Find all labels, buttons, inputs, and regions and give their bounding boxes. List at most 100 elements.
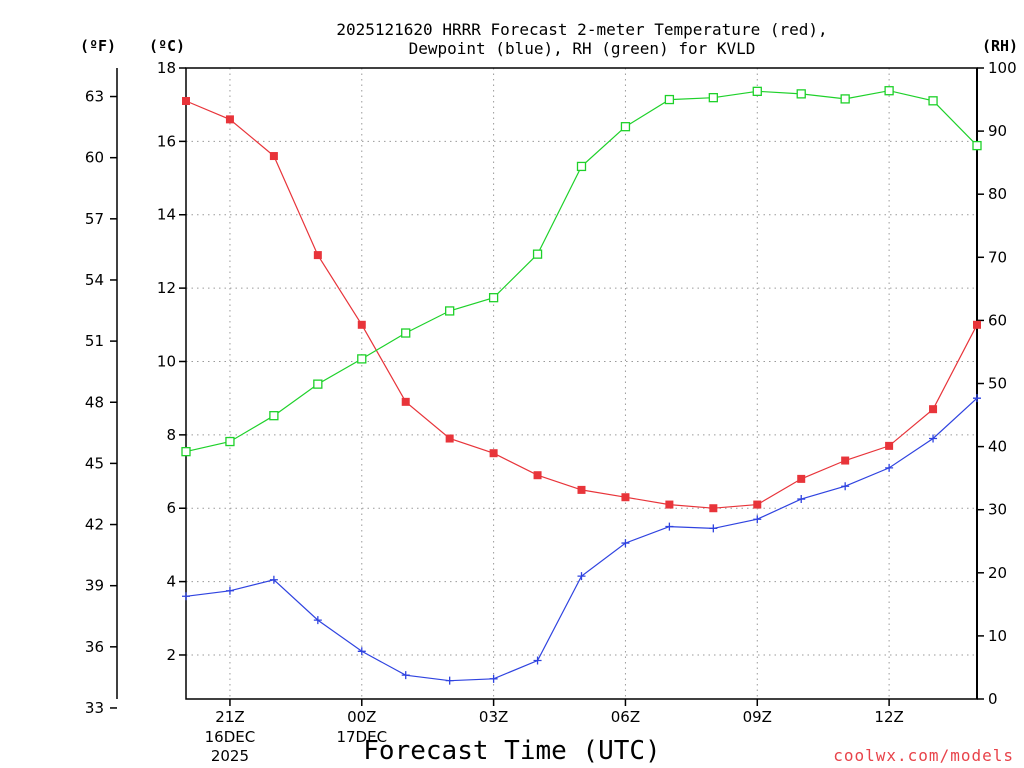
time-tick-label: 03Z <box>479 708 508 726</box>
rh-point <box>445 306 455 316</box>
time-tick-date: 17DEC <box>336 728 387 746</box>
celsius-tick-label: 4 <box>166 573 176 591</box>
rh-point <box>752 86 762 96</box>
rh-unit-label: (RH) <box>982 37 1018 55</box>
fahrenheit-tick-label: 51 <box>85 332 104 350</box>
chart-title-line2: Dewpoint (blue), RH (green) for KVLD <box>409 39 756 58</box>
celsius-tick-label: 2 <box>166 646 176 664</box>
data-series <box>181 86 982 685</box>
fahrenheit-tick-label: 36 <box>85 638 104 656</box>
celsius-tick-label: 14 <box>157 206 176 224</box>
dewpoint-point <box>225 586 234 595</box>
2-meter-temperature-point <box>577 485 586 494</box>
dewpoint-point <box>973 394 981 403</box>
dewpoint-point <box>357 647 366 656</box>
dewpoint-point <box>269 575 278 584</box>
2-meter-temperature-point <box>665 500 674 509</box>
celsius-tick-label: 10 <box>157 352 176 370</box>
rh-tick-label: 80 <box>988 185 1007 203</box>
fahrenheit-tick-label: 48 <box>85 393 104 411</box>
time-tick-label: 00Z <box>347 708 376 726</box>
dewpoint-point <box>885 463 894 472</box>
dewpoint-point <box>665 522 674 531</box>
dewpoint-point <box>841 482 850 491</box>
rh-point <box>576 161 587 172</box>
2-meter-temperature-point <box>269 152 278 161</box>
grid-lines <box>186 68 977 699</box>
rh-line <box>185 90 978 453</box>
rh-point <box>972 140 982 151</box>
rh-point <box>401 328 411 338</box>
fahrenheit-tick-label: 54 <box>85 271 104 289</box>
dewpoint-point <box>929 434 938 443</box>
rh-point <box>620 122 631 132</box>
time-tick-year: 2025 <box>211 747 249 765</box>
celsius-tick-label: 6 <box>166 499 176 517</box>
rh-point <box>928 96 938 106</box>
2-meter-temperature-point <box>357 320 366 329</box>
rh-tick-label: 70 <box>988 248 1007 266</box>
time-tick-date: 16DEC <box>205 728 256 746</box>
fahrenheit-tick-label: 60 <box>85 149 104 167</box>
dewpoint-point <box>313 616 322 625</box>
x-axis-title: Forecast Time (UTC) <box>363 736 660 766</box>
fahrenheit-tick-label: 45 <box>85 454 104 472</box>
dewpoint-point <box>797 495 806 504</box>
rh-point <box>664 94 675 105</box>
rh-tick-label: 100 <box>988 59 1017 77</box>
rh-point <box>796 89 806 99</box>
credit-text: coolwx.com/models <box>833 746 1014 765</box>
dewpoint-point <box>401 671 410 680</box>
rh-point <box>532 249 543 259</box>
rh-tick-label: 30 <box>988 501 1007 519</box>
celsius-tick-label: 8 <box>166 426 176 444</box>
2-meter-temperature-point <box>841 456 850 465</box>
rh-point <box>181 446 191 457</box>
rh-tick-label: 60 <box>988 311 1007 329</box>
2-meter-temperature-point <box>445 434 454 443</box>
fahrenheit-tick-label: 33 <box>85 699 104 717</box>
dewpoint-point <box>533 656 542 665</box>
rh-point <box>488 293 499 303</box>
2-meter-temperature-point <box>489 449 498 458</box>
dewpoint-point <box>753 515 762 524</box>
time-tick-label: 12Z <box>874 708 903 726</box>
rh-point <box>313 379 323 389</box>
fahrenheit-unit-label: (ºF) <box>80 37 116 55</box>
2-meter-temperature-point <box>621 493 630 502</box>
dewpoint-line <box>185 397 978 682</box>
dewpoint-point <box>709 524 718 533</box>
celsius-tick-label: 12 <box>157 279 176 297</box>
fahrenheit-tick-label: 42 <box>85 516 104 534</box>
time-tick-label: 06Z <box>611 708 640 726</box>
rh-point <box>357 354 367 364</box>
chart-title-line1: 2025121620 HRRR Forecast 2-meter Tempera… <box>336 20 827 39</box>
2-meter-temperature-point <box>929 405 938 414</box>
2-meter-temperature-point <box>709 504 718 513</box>
fahrenheit-tick-label: 57 <box>85 210 104 228</box>
dewpoint-point <box>577 572 586 581</box>
rh-point <box>269 411 279 421</box>
rh-tick-label: 40 <box>988 438 1007 456</box>
rh-tick-label: 10 <box>988 627 1007 645</box>
rh-tick-label: 90 <box>988 122 1007 140</box>
2-meter-temperature-point <box>313 251 322 260</box>
dewpoint-point <box>489 674 498 683</box>
dewpoint-point <box>621 539 630 548</box>
celsius-tick-label: 18 <box>157 59 176 77</box>
2-meter-temperature-point <box>533 471 542 480</box>
rh-point <box>225 436 235 447</box>
dewpoint-point <box>182 592 190 601</box>
rh-tick-label: 50 <box>988 375 1007 393</box>
rh-point <box>708 93 718 103</box>
2-meter-temperature-point <box>885 441 894 450</box>
dewpoint-point <box>445 676 454 685</box>
time-tick-label: 09Z <box>743 708 772 726</box>
axis-ticks: 2 4 6 8 10 12 14 16 18 33 36 39 42 45 48 51 54 57 60 63 0 10 2… <box>85 59 1017 765</box>
rh-tick-label: 0 <box>988 690 998 708</box>
2-meter-temperature-point <box>182 97 190 106</box>
rh-tick-label: 20 <box>988 564 1007 582</box>
rh-point <box>840 94 850 104</box>
fahrenheit-tick-label: 39 <box>85 577 104 595</box>
